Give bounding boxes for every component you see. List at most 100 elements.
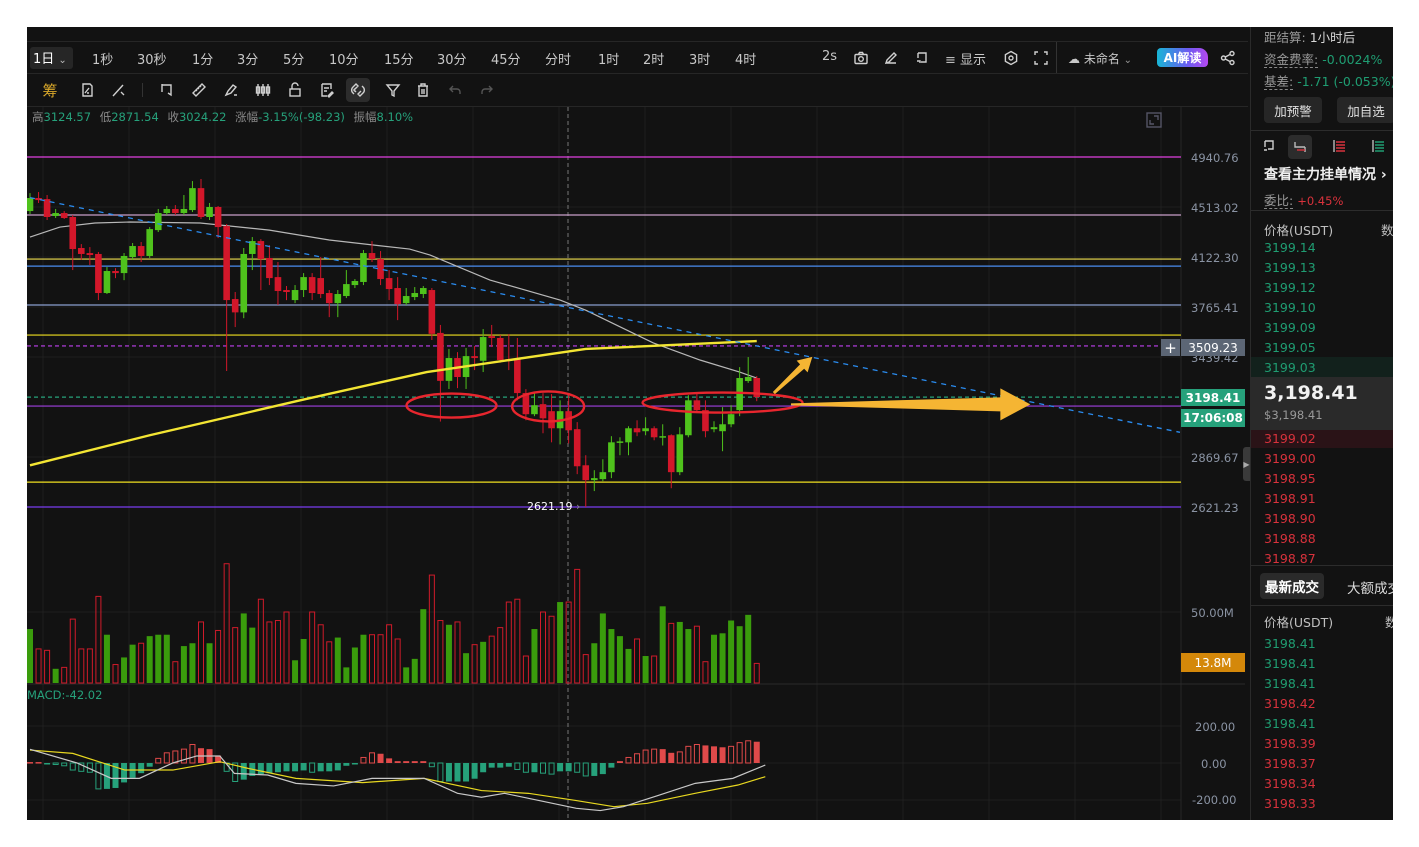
expand-chart-icon[interactable] <box>1145 111 1163 129</box>
candle-icon[interactable] <box>254 81 272 99</box>
candle[interactable] <box>710 421 718 433</box>
candle[interactable] <box>719 407 726 452</box>
candle[interactable] <box>137 241 145 263</box>
candle[interactable] <box>702 400 709 438</box>
candle[interactable] <box>377 251 384 286</box>
add-watchlist-button[interactable]: 加自选 <box>1337 97 1393 123</box>
orderbook-asks-icon[interactable] <box>1330 137 1348 155</box>
candle[interactable] <box>411 287 419 301</box>
candle[interactable] <box>394 277 401 321</box>
candle[interactable] <box>539 393 547 434</box>
timeframe-10分[interactable]: 10分 <box>329 53 359 68</box>
layout-selector[interactable]: ☁ 未命名 ⌄ <box>1068 50 1132 67</box>
fullscreen-icon[interactable] <box>1032 49 1050 67</box>
candle[interactable] <box>667 434 675 489</box>
shape-icon[interactable] <box>913 49 931 67</box>
candle[interactable] <box>420 286 427 299</box>
candle[interactable] <box>95 251 102 301</box>
candle[interactable] <box>343 270 350 299</box>
candle[interactable] <box>616 437 624 456</box>
candle[interactable] <box>659 424 666 446</box>
candle[interactable] <box>231 292 239 328</box>
candle[interactable] <box>385 270 393 301</box>
trash-icon[interactable] <box>414 81 432 99</box>
candle[interactable] <box>43 195 51 221</box>
candle[interactable] <box>488 324 495 348</box>
ask-price[interactable]: 3199.05 <box>1264 340 1316 355</box>
collapse-panel-handle[interactable]: ▶ <box>1243 447 1250 481</box>
ask-price[interactable]: 3199.14 <box>1264 240 1316 255</box>
volume-pane[interactable] <box>27 563 760 684</box>
orderbook-default-icon[interactable] <box>1288 135 1312 159</box>
candle[interactable] <box>308 273 316 301</box>
bid-price[interactable]: 3198.95 <box>1264 471 1316 486</box>
camera-icon[interactable] <box>852 49 870 67</box>
chip-distribution-button[interactable]: 筹 <box>42 81 58 100</box>
candle[interactable] <box>240 248 248 319</box>
basis-label[interactable]: 基差: <box>1264 74 1294 90</box>
candle[interactable] <box>274 262 282 306</box>
candle[interactable] <box>334 290 342 318</box>
candle[interactable] <box>625 426 632 456</box>
bid-price[interactable]: 3198.88 <box>1264 531 1316 546</box>
macd-pane[interactable] <box>27 740 766 812</box>
filter-icon[interactable] <box>384 81 402 99</box>
lock-icon[interactable] <box>286 81 304 99</box>
candle[interactable] <box>368 241 376 263</box>
bid-price[interactable]: 3198.87 <box>1264 551 1316 566</box>
funding-rate-label[interactable]: 资金费率: <box>1264 52 1319 68</box>
candle[interactable] <box>685 395 692 438</box>
timeframe-1秒[interactable]: 1秒 <box>92 53 114 68</box>
orderbook-bids-icon[interactable] <box>1369 137 1387 155</box>
timeframe-4时[interactable]: 4时 <box>735 53 757 68</box>
timeframe-3分[interactable]: 3分 <box>237 53 259 68</box>
candle[interactable] <box>163 206 171 216</box>
ruler-icon[interactable] <box>190 81 208 99</box>
candle[interactable] <box>496 335 504 363</box>
candle[interactable] <box>633 420 641 437</box>
timeframe-45分[interactable]: 45分 <box>491 53 521 68</box>
timeframe-2时[interactable]: 2时 <box>643 53 665 68</box>
timeframe-5分[interactable]: 5分 <box>283 53 305 68</box>
candle[interactable] <box>129 243 136 260</box>
settings-icon[interactable] <box>1002 49 1020 67</box>
candle[interactable] <box>103 267 111 295</box>
timeframe-3时[interactable]: 3时 <box>689 53 711 68</box>
candle[interactable] <box>642 417 649 436</box>
candle[interactable] <box>223 224 230 372</box>
candle[interactable] <box>650 426 658 441</box>
candle[interactable] <box>146 227 153 258</box>
pencil-icon[interactable] <box>882 49 900 67</box>
bid-price[interactable]: 3199.02 <box>1264 431 1316 446</box>
candle[interactable] <box>257 239 265 291</box>
candle[interactable] <box>172 205 179 216</box>
ask-price[interactable]: 3199.12 <box>1264 280 1316 295</box>
candle[interactable] <box>180 195 188 216</box>
timeframe-30秒[interactable]: 30秒 <box>137 53 167 68</box>
candle[interactable] <box>78 244 85 260</box>
line-tool-icon[interactable] <box>110 81 128 99</box>
ask-price[interactable]: 3199.03 <box>1264 360 1316 375</box>
tab-large-trades[interactable]: 大额成交 <box>1347 581 1393 597</box>
candle[interactable] <box>582 455 590 508</box>
candle[interactable] <box>283 286 290 301</box>
timeframe-1时[interactable]: 1时 <box>598 53 620 68</box>
candle[interactable] <box>317 257 324 299</box>
candle[interactable] <box>325 290 333 318</box>
candle[interactable] <box>608 436 615 479</box>
candle[interactable] <box>120 253 128 281</box>
candle[interactable] <box>402 288 410 306</box>
candle[interactable] <box>291 285 299 304</box>
candle[interactable] <box>69 215 77 271</box>
bid-price[interactable]: 3198.91 <box>1264 491 1316 506</box>
timeframe-30分[interactable]: 30分 <box>437 53 467 68</box>
candle[interactable] <box>206 202 213 221</box>
candle[interactable] <box>189 181 196 213</box>
candle[interactable] <box>531 393 538 417</box>
candle[interactable] <box>591 470 598 492</box>
timeframe-selector[interactable]: 1日 ⌄ <box>30 47 73 69</box>
redo-icon[interactable] <box>478 81 496 99</box>
candle[interactable] <box>693 393 701 414</box>
candle[interactable] <box>86 247 94 266</box>
